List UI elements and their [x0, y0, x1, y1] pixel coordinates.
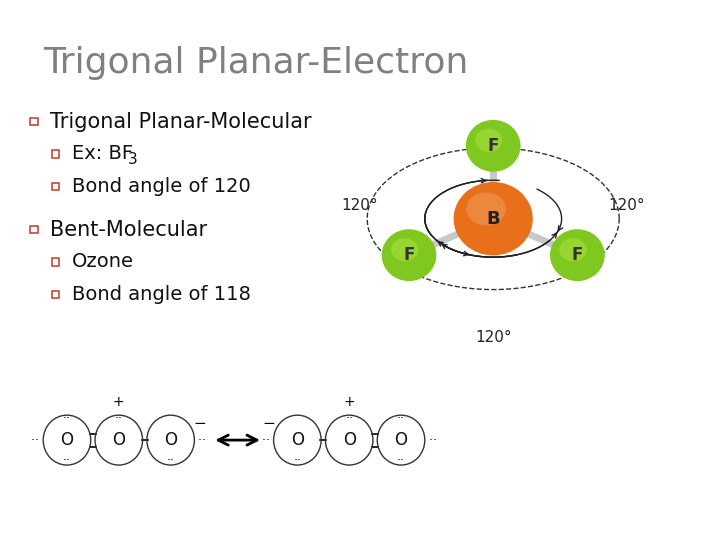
- Text: O: O: [60, 431, 73, 449]
- Text: Trigonal Planar-Electron: Trigonal Planar-Electron: [43, 46, 469, 80]
- Text: ··: ··: [166, 454, 175, 467]
- Text: 3: 3: [128, 152, 138, 167]
- Ellipse shape: [467, 192, 506, 226]
- Ellipse shape: [475, 129, 503, 152]
- Text: −: −: [193, 416, 206, 431]
- Text: ··: ··: [114, 412, 123, 425]
- Text: 120°: 120°: [475, 330, 511, 345]
- Ellipse shape: [559, 238, 587, 261]
- Text: ··: ··: [63, 412, 71, 425]
- Text: ··: ··: [31, 434, 43, 447]
- Ellipse shape: [454, 182, 533, 255]
- Text: B: B: [487, 210, 500, 228]
- Text: F: F: [487, 137, 499, 155]
- Text: ··: ··: [293, 454, 302, 467]
- Ellipse shape: [391, 238, 418, 261]
- Text: Trigonal Planar-Molecular: Trigonal Planar-Molecular: [50, 111, 312, 132]
- Ellipse shape: [550, 229, 605, 281]
- Text: ··: ··: [397, 412, 405, 425]
- Text: Bent-Molecular: Bent-Molecular: [50, 219, 207, 240]
- Text: F: F: [572, 246, 583, 264]
- Text: O: O: [395, 431, 408, 449]
- Text: Ex: BF: Ex: BF: [72, 144, 133, 164]
- Text: ··: ··: [425, 434, 437, 447]
- Text: −: −: [262, 416, 275, 431]
- Text: +: +: [113, 395, 125, 409]
- Text: O: O: [343, 431, 356, 449]
- Text: ··: ··: [345, 412, 354, 425]
- Text: O: O: [112, 431, 125, 449]
- Text: O: O: [291, 431, 304, 449]
- Text: Bond angle of 120: Bond angle of 120: [72, 177, 251, 196]
- Text: +: +: [343, 395, 355, 409]
- Text: Bond angle of 118: Bond angle of 118: [72, 285, 251, 304]
- Text: ··: ··: [397, 454, 405, 467]
- Ellipse shape: [466, 120, 521, 172]
- Text: 120°: 120°: [342, 198, 378, 213]
- Text: Ozone: Ozone: [72, 252, 134, 272]
- Text: ··: ··: [194, 434, 207, 447]
- Text: ··: ··: [63, 454, 71, 467]
- Text: O: O: [164, 431, 177, 449]
- Text: 120°: 120°: [608, 198, 644, 213]
- Text: ··: ··: [261, 434, 274, 447]
- Text: F: F: [403, 246, 415, 264]
- Ellipse shape: [382, 229, 436, 281]
